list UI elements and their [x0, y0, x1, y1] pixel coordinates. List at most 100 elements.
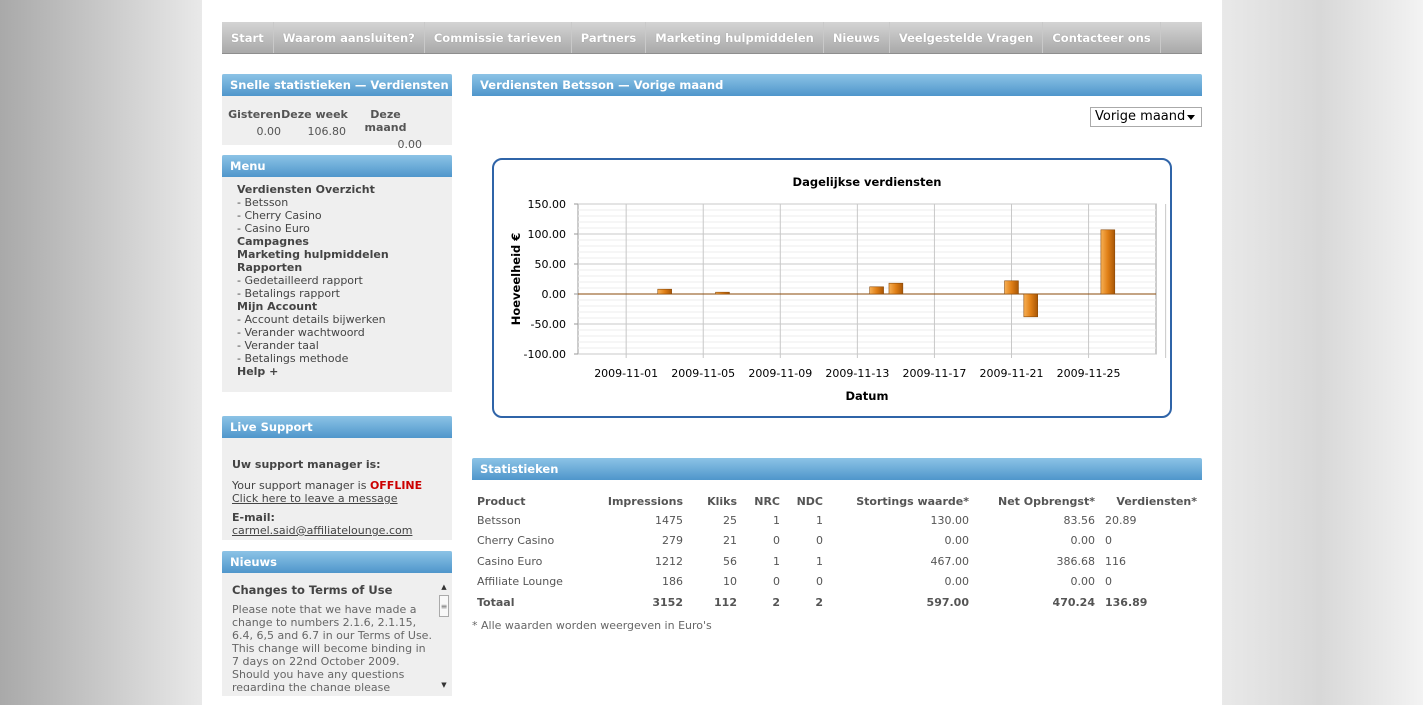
menu-item[interactable]: - Account details bijwerken — [237, 313, 452, 326]
support-status-badge: OFFLINE — [369, 479, 423, 492]
menu-item-link[interactable]: Mijn Account — [237, 300, 318, 313]
menu-item[interactable]: - Betalings methode — [237, 352, 452, 365]
table-cell: 56 — [723, 554, 737, 568]
menu-item-link[interactable]: - Verander taal — [237, 339, 319, 352]
table-header: NDC — [796, 494, 823, 508]
x-tick-label: 2009-11-09 — [748, 367, 812, 380]
y-tick-label: 50.00 — [535, 258, 567, 271]
menu-item-link[interactable]: - Account details bijwerken — [237, 313, 386, 326]
top-navigation: Start Waarom aansluiten? Commissie tarie… — [222, 22, 1202, 54]
plot-area — [577, 203, 1157, 355]
menu-item[interactable]: Rapporten — [237, 261, 452, 274]
menu-item[interactable]: Mijn Account — [237, 300, 452, 313]
table-total-row: Totaal 3152 112 2 2 597.00 470.24 136.89 — [472, 592, 1202, 613]
menu-item-link[interactable]: - Cherry Casino — [237, 209, 322, 222]
news-body[interactable]: Changes to Terms of Use Please note that… — [222, 573, 452, 691]
y-tick-label: -50.00 — [531, 318, 566, 331]
table-header: Kliks — [707, 494, 737, 508]
menu-item-link[interactable]: Help + — [237, 365, 279, 378]
table-cell: 0.00 — [944, 575, 970, 589]
menu-item-link[interactable]: - Betalings rapport — [237, 287, 340, 300]
menu-item-link[interactable]: - Gedetailleerd rapport — [237, 274, 363, 287]
menu-item[interactable]: Help + — [237, 365, 452, 378]
leave-message-link[interactable]: Click here to leave a message — [232, 492, 398, 505]
menu-item-link[interactable]: Verdiensten Overzicht — [237, 183, 375, 196]
support-email-link[interactable]: carmel.said@affiliatelounge.com — [232, 524, 413, 537]
news-panel: Nieuws Changes to Terms of Use Please no… — [222, 551, 452, 696]
table-row: Betsson 1475 25 1 1 130.00 83.56 20.89 — [472, 510, 1202, 531]
table-cell: 279 — [662, 534, 683, 548]
nav-start[interactable]: Start — [222, 22, 274, 53]
menu-item-link[interactable]: Rapporten — [237, 261, 303, 274]
table-cell: 186 — [662, 575, 683, 589]
table-cell: Cherry Casino — [477, 534, 555, 548]
table-cell: 1212 — [655, 554, 683, 568]
y-axis-label: Hoeveelheid € — [509, 233, 523, 326]
menu-item[interactable]: - Cherry Casino — [237, 209, 452, 222]
table-cell: 386.68 — [1056, 554, 1096, 568]
table-total-cell: 470.24 — [1052, 595, 1095, 609]
menu-item[interactable]: - Betalings rapport — [237, 287, 452, 300]
menu-item-link[interactable]: Campagnes — [237, 235, 309, 248]
table-cell: 20.89 — [1105, 513, 1137, 527]
table-cell: 0 — [816, 534, 823, 548]
table-total-cell: 112 — [714, 595, 737, 609]
table-cell: 25 — [723, 513, 737, 527]
earnings-chart-svg: 150.00 100.00 50.00 0.00 -50.00 -100.00 2009-1… — [509, 175, 1167, 403]
chart-bar — [869, 286, 884, 295]
menu-list: Verdiensten Overzicht - Betsson - Cherry C… — [222, 177, 452, 384]
menu-item[interactable]: - Casino Euro — [237, 222, 452, 235]
table-total-cell: 2 — [815, 595, 823, 609]
x-tick-label: 2009-11-25 — [1057, 367, 1121, 380]
nav-partners[interactable]: Partners — [572, 22, 647, 53]
table-header: Net Opbrengst* — [997, 494, 1095, 508]
menu-item-link[interactable]: - Casino Euro — [237, 222, 310, 235]
table-cell: Affiliate Lounge — [477, 575, 563, 589]
table-header: Product — [477, 494, 526, 508]
menu-item-link[interactable]: Marketing hulpmiddelen — [237, 248, 389, 261]
menu-item-link[interactable]: - Verander wachtwoord — [237, 326, 365, 339]
x-axis-label: Datum — [846, 389, 889, 403]
chart-bar — [888, 282, 904, 295]
table-cell: 130.00 — [930, 513, 970, 527]
x-tick-label: 2009-11-01 — [594, 367, 658, 380]
scroll-down-arrow-icon[interactable]: ▼ — [441, 681, 447, 689]
table-cell: Betsson — [477, 513, 521, 527]
y-tick-label: 150.00 — [528, 198, 567, 211]
table-cell: 0 — [1105, 575, 1112, 589]
scroll-up-arrow-icon[interactable]: ▲ — [441, 583, 447, 591]
support-manager-heading: Uw support manager is: — [232, 458, 381, 471]
table-cell: 21 — [723, 534, 737, 548]
menu-item-link[interactable]: - Betalings methode — [237, 352, 349, 365]
nav-commission-rates[interactable]: Commissie tarieven — [425, 22, 572, 53]
menu-item[interactable]: Marketing hulpmiddelen — [237, 248, 452, 261]
quick-stats-header-month: Deze maand — [364, 108, 407, 134]
x-tick-label: 2009-11-21 — [980, 367, 1044, 380]
chart-bar — [1004, 280, 1019, 295]
table-header: NRC — [754, 494, 780, 508]
menu-item[interactable]: - Verander taal — [237, 339, 452, 352]
nav-faq[interactable]: Veelgestelde Vragen — [890, 22, 1044, 53]
nav-contact[interactable]: Contacteer ons — [1043, 22, 1161, 53]
news-scrollbar[interactable]: ▲ ≡ ▼ — [438, 581, 450, 691]
menu-item[interactable]: Campagnes — [237, 235, 452, 248]
menu-item[interactable]: Verdiensten Overzicht — [237, 183, 452, 196]
nav-marketing-tools[interactable]: Marketing hulpmiddelen — [646, 22, 824, 53]
menu-item[interactable]: - Verander wachtwoord — [237, 326, 452, 339]
nav-why-join[interactable]: Waarom aansluiten? — [274, 22, 425, 53]
scroll-thumb[interactable]: ≡ — [439, 595, 449, 617]
table-cell: 1 — [773, 513, 780, 527]
menu-item[interactable]: - Gedetailleerd rapport — [237, 274, 452, 287]
menu-title: Menu — [222, 155, 452, 177]
statistics-header: Statistieken — [472, 458, 1202, 480]
menu-item[interactable]: - Betsson — [237, 196, 452, 209]
menu-item-link[interactable]: - Betsson — [237, 196, 289, 209]
x-tick-label: 2009-11-13 — [825, 367, 889, 380]
table-cell: 0 — [1105, 534, 1112, 548]
y-tick-label: -100.00 — [524, 348, 566, 361]
news-item-title[interactable]: Changes to Terms of Use — [232, 583, 393, 597]
table-cell: 0.00 — [1070, 534, 1096, 548]
table-total-cell: Totaal — [477, 595, 515, 609]
nav-news[interactable]: Nieuws — [824, 22, 890, 53]
period-select[interactable]: Vorige maand — [1090, 107, 1202, 127]
